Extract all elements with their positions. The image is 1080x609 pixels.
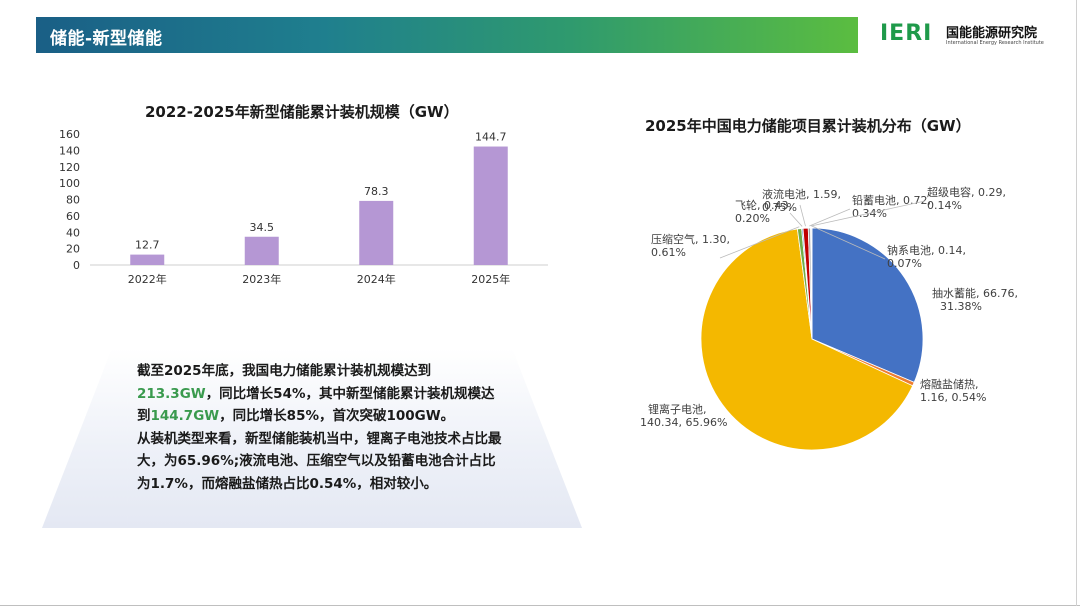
pie-slice bbox=[811, 227, 924, 383]
pie-label-line1: 熔融盐储热, bbox=[920, 377, 979, 391]
pie-leader-line bbox=[789, 212, 803, 227]
x-tick-label: 2022年 bbox=[128, 272, 167, 286]
bar bbox=[244, 236, 279, 265]
pie-slice bbox=[700, 228, 914, 451]
pie-leader-line bbox=[811, 225, 886, 260]
logo-mark: IERI bbox=[880, 21, 933, 46]
bar-data-label: 12.7 bbox=[135, 239, 160, 252]
summary-text-1b: ，同比增长54%，其中新型储能累计装机规模达到 bbox=[137, 385, 495, 425]
summary-panel bbox=[42, 348, 582, 528]
pie-label-line2: 0.07% bbox=[887, 257, 922, 270]
pie-label-line1: 超级电容, 0.29, bbox=[927, 185, 1006, 199]
y-tick-label: 160 bbox=[59, 128, 80, 141]
pie-label-line2: 140.34, 65.96% bbox=[640, 416, 727, 429]
x-tick-label: 2023年 bbox=[242, 272, 281, 286]
pie-label-line2: 0.75% bbox=[762, 201, 797, 214]
bar bbox=[473, 146, 508, 265]
y-tick-label: 140 bbox=[59, 144, 80, 157]
pie-label-line1: 飞轮, 0.43, bbox=[735, 198, 792, 212]
y-tick-label: 60 bbox=[66, 210, 80, 223]
new-storage-highlight: 144.7GW bbox=[150, 408, 220, 424]
summary-text-1c: ，同比增长85%，首次突破100GW。 bbox=[219, 408, 455, 424]
x-tick-label: 2024年 bbox=[357, 272, 396, 286]
page-title: 储能-新型储能 bbox=[50, 29, 163, 49]
logo-name: 国能能源研究院 bbox=[946, 26, 1038, 41]
pie-label-line2: 1.16, 0.54% bbox=[920, 391, 986, 404]
pie-chart-title: 2025年中国电力储能项目累计装机分布（GW） bbox=[645, 117, 971, 135]
bar-data-label: 34.5 bbox=[250, 221, 275, 234]
pie-label-line1: 液流电池, 1.59, bbox=[762, 187, 841, 201]
logo: IERI 国能能源研究院 International Energy Resear… bbox=[880, 21, 1060, 53]
y-tick-label: 80 bbox=[66, 194, 80, 207]
right-divider bbox=[1076, 0, 1077, 606]
summary-text: 截至2025年底，我国电力储能累计装机规模达到 213.3GW，同比增长54%，其… bbox=[137, 360, 507, 495]
pie-label-line1: 钠系电池, 0.14, bbox=[887, 243, 966, 257]
pie-label-line1: 压缩空气, 1.30, bbox=[651, 232, 730, 246]
pie-label-line1: 锂离子电池, bbox=[648, 402, 707, 416]
y-tick-label: 120 bbox=[59, 161, 80, 174]
bottom-divider bbox=[0, 605, 1080, 606]
summary-paragraph-1: 截至2025年底，我国电力储能累计装机规模达到 213.3GW，同比增长54%，其… bbox=[137, 360, 507, 428]
pie-label-line2: 0.14% bbox=[927, 199, 962, 212]
pie-label-line1: 铅蓄电池, 0.72, bbox=[852, 193, 931, 207]
y-tick-label: 100 bbox=[59, 177, 80, 190]
bar bbox=[359, 200, 394, 265]
bar-data-label: 144.7 bbox=[475, 131, 507, 144]
total-capacity-highlight: 213.3GW bbox=[137, 385, 206, 402]
pie-label-line1: 抽水蓄能, 66.76, bbox=[932, 286, 1018, 300]
pie-leader-line bbox=[799, 204, 806, 227]
bar bbox=[130, 254, 165, 265]
y-tick-label: 20 bbox=[66, 243, 80, 256]
logo-subtitle: International Energy Research Institute bbox=[946, 40, 1044, 46]
summary-paragraph-2: 从装机类型来看，新型储能装机当中，锂离子电池技术占比最大，为65.96%;液流电… bbox=[137, 430, 502, 492]
y-tick-label: 40 bbox=[66, 226, 80, 239]
x-tick-label: 2025年 bbox=[471, 272, 510, 286]
y-tick-label: 0 bbox=[73, 259, 80, 272]
pie-leader-line bbox=[810, 200, 926, 227]
summary-text-1a: 截至2025年底，我国电力储能累计装机规模达到 bbox=[137, 363, 432, 379]
pie-leader-line bbox=[809, 208, 851, 227]
bar-data-label: 78.3 bbox=[364, 185, 389, 198]
header-bar: 储能-新型储能 bbox=[36, 17, 858, 53]
pie-label-line2: 0.20% bbox=[735, 212, 770, 225]
pie-label-line2: 0.61% bbox=[651, 246, 686, 259]
pie-label-line2: 31.38% bbox=[940, 300, 982, 313]
pie-leader-line bbox=[719, 226, 800, 259]
bar-chart-title: 2022-2025年新型储能累计装机规模（GW） bbox=[145, 103, 459, 121]
